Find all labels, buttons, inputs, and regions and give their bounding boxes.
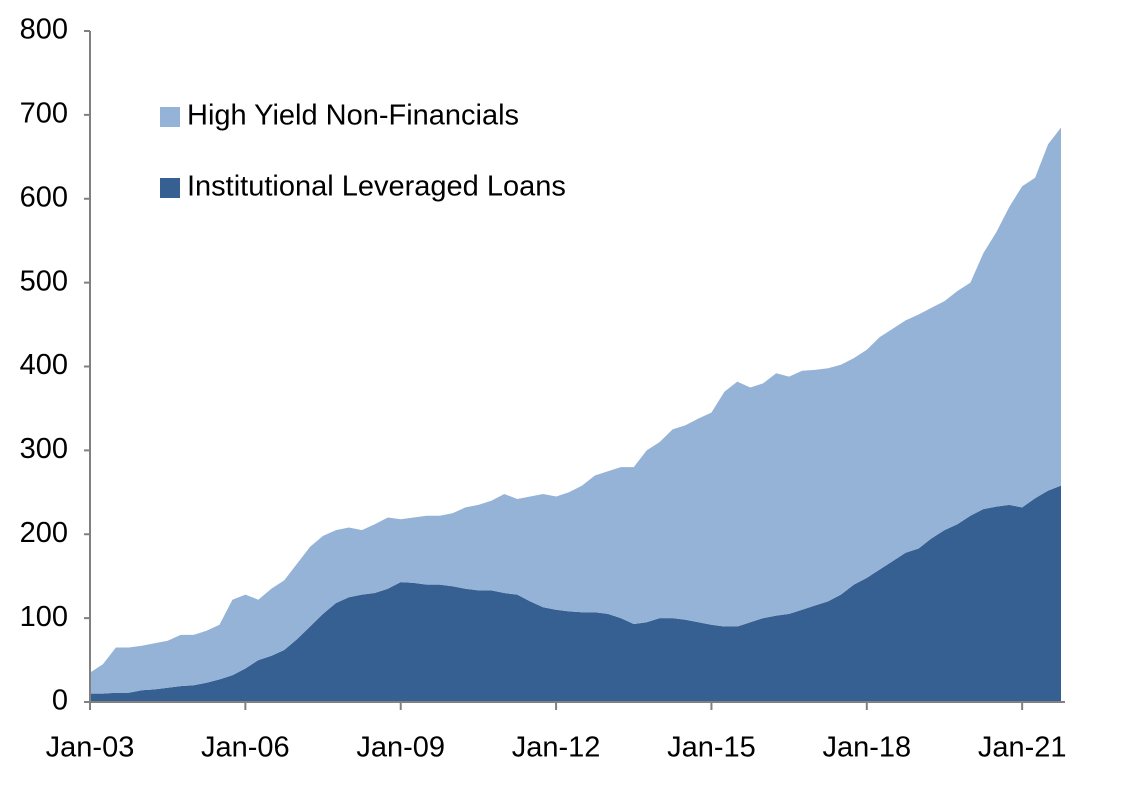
x-tick-label: Jan-03 [46, 732, 135, 764]
x-tick-label: Jan-21 [978, 732, 1067, 764]
y-tick-label: 100 [20, 601, 68, 633]
legend-swatch [160, 178, 180, 198]
y-tick-label: 400 [20, 349, 68, 381]
y-tick-label: 500 [20, 265, 68, 297]
y-tick-label: 0 [52, 685, 68, 717]
area [90, 127, 1061, 694]
x-tick-label: Jan-15 [667, 732, 756, 764]
y-tick-label: 800 [20, 14, 68, 46]
legend-label: Institutional Leveraged Loans [187, 171, 566, 203]
y-tick-label: 200 [20, 517, 68, 549]
area [90, 485, 1061, 702]
x-tick-label: Jan-18 [822, 732, 911, 764]
legend-label: High Yield Non-Financials [187, 100, 519, 132]
y-tick-label: 700 [20, 98, 68, 130]
x-tick-label: Jan-06 [201, 732, 290, 764]
y-tick-label: 300 [20, 433, 68, 465]
y-tick-label: 600 [20, 181, 68, 213]
x-tick-label: Jan-12 [512, 732, 601, 764]
x-tick-label: Jan-09 [356, 732, 445, 764]
legend-swatch [160, 107, 180, 127]
